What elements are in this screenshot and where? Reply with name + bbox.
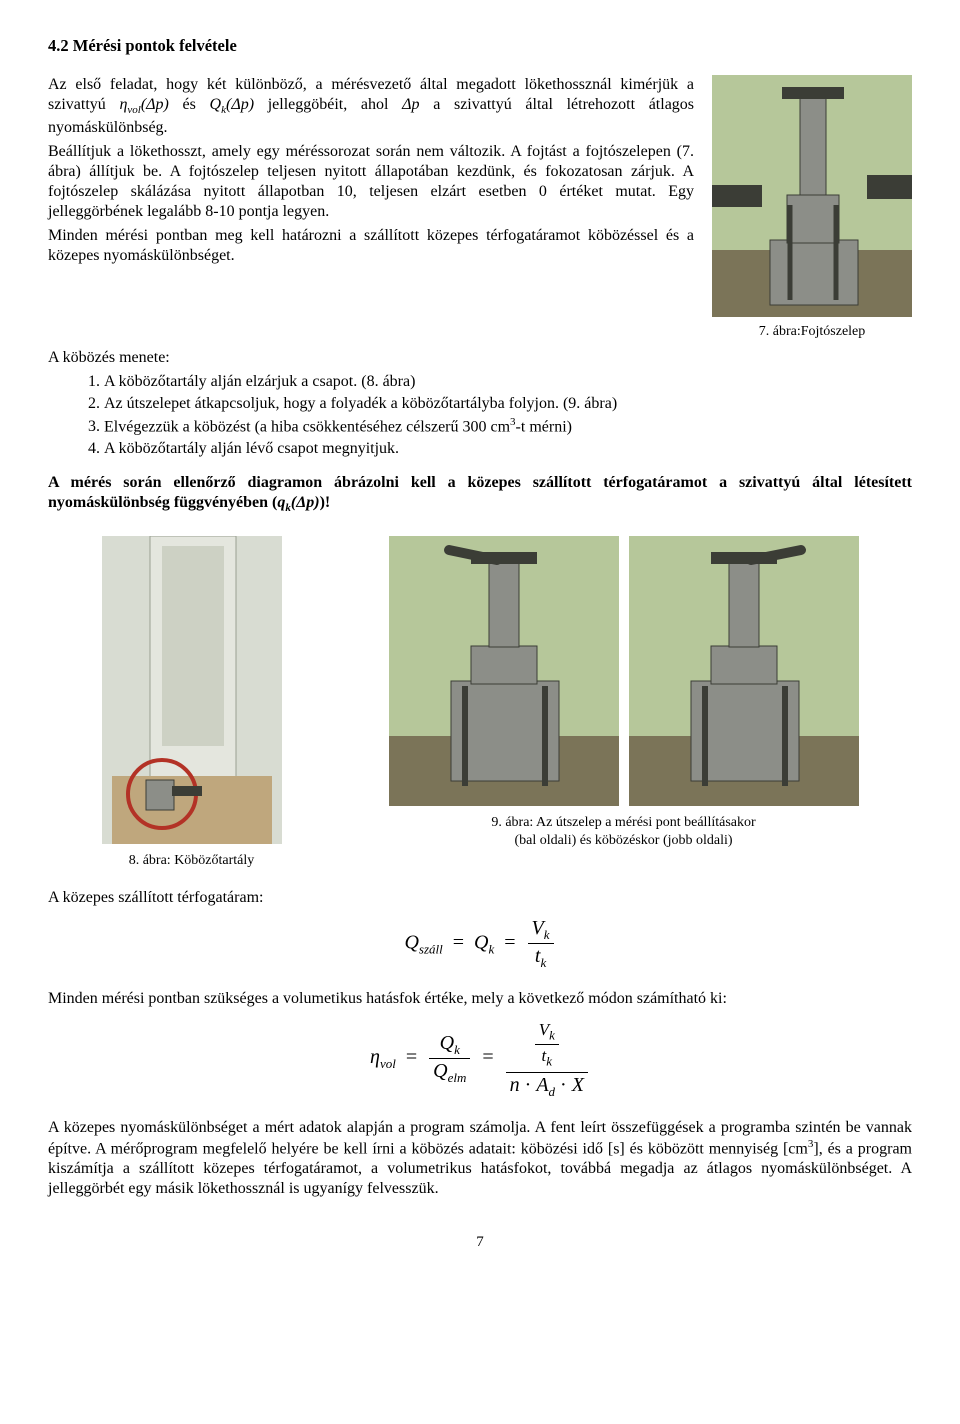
- eta-equation: ηvol = Qk Qelm = Vk tk n · Ad · X: [48, 1017, 912, 1100]
- figure-7-image: [712, 75, 912, 317]
- step-1: A köbözőtartály alján elzárjuk a csapot.…: [104, 372, 912, 392]
- valve-right-svg: [629, 536, 859, 806]
- fig9-cap-l2: (bal oldali) és köbözéskor (jobb oldali): [491, 832, 755, 850]
- q-equation: Qszáll = Qk = Vk tk: [48, 916, 912, 972]
- page-number: 7: [48, 1233, 912, 1252]
- qk-symbol: Q: [210, 96, 222, 113]
- step-4: A köbözőtartály alján lévő csapot megnyi…: [104, 439, 912, 459]
- dp-symbol: Δp: [402, 96, 419, 113]
- steps-list: A köbözőtartály alján elzárjuk a csapot.…: [48, 372, 912, 459]
- step3-pre: Elvégezzük a köbözést (a hiba csökkentés…: [104, 418, 510, 435]
- intro-p1: Az első feladat, hogy két különböző, a m…: [48, 75, 694, 138]
- figure-9b-image: [629, 536, 859, 806]
- bold-arg: (Δp): [291, 494, 320, 511]
- figure-9: 9. ábra: Az útszelep a mérési pont beáll…: [389, 536, 859, 849]
- intro-p2: Beállítjuk a lökethosszt, amely egy méré…: [48, 142, 694, 222]
- kobozes-title: A köbözés menete:: [48, 348, 912, 368]
- figure-9-pair: [389, 536, 859, 806]
- bold-tail: )!: [320, 494, 331, 511]
- intro-after: jelleggöbéit, ahol: [254, 96, 402, 113]
- intro-mid: és: [169, 96, 210, 113]
- fig9-cap-l1: 9. ábra: Az útszelep a mérési pont beáll…: [491, 815, 755, 830]
- figure-7: 7. ábra:Fojtószelep: [712, 75, 912, 341]
- intro-text: Az első feladat, hogy két különböző, a m…: [48, 75, 694, 270]
- final-para: A közepes nyomáskülönbséget a mért adato…: [48, 1118, 912, 1199]
- eta-para: Minden mérési pontban szükséges a volume…: [48, 989, 912, 1009]
- final-a: A közepes nyomáskülönbséget a mért adato…: [48, 1119, 912, 1157]
- q-line: A közepes szállított térfogatáram:: [48, 888, 912, 908]
- intro-block: Az első feladat, hogy két különböző, a m…: [48, 75, 912, 341]
- figures-row: 8. ábra: Köbözőtartály: [48, 536, 912, 870]
- tank-photo-svg: [102, 536, 282, 844]
- eta-sub: vol: [127, 104, 140, 116]
- figure-9-caption: 9. ábra: Az útszelep a mérési pont beáll…: [491, 814, 755, 849]
- qk-arg: (Δp): [226, 96, 254, 113]
- step-3: Elvégezzük a köbözést (a hiba csökkentés…: [104, 416, 912, 437]
- figure-8-image: [102, 536, 282, 844]
- eta-arg: (Δp): [141, 96, 169, 113]
- valve-left-svg: [389, 536, 619, 806]
- section-heading: 4.2 Mérési pontok felvétele: [48, 36, 912, 57]
- step-2: Az útszelepet átkapcsoljuk, hogy a folya…: [104, 394, 912, 414]
- figure-8-caption: 8. ábra: Köbözőtartály: [102, 852, 282, 870]
- bold-a: A mérés során ellenőrző diagramon ábrázo…: [48, 474, 912, 511]
- bold-instruction: A mérés során ellenőrző diagramon ábrázo…: [48, 473, 912, 516]
- figure-8: 8. ábra: Köbözőtartály: [102, 536, 282, 870]
- figure-7-caption: 7. ábra:Fojtószelep: [712, 323, 912, 341]
- intro-p3: Minden mérési pontban meg kell határozni…: [48, 226, 694, 266]
- valve-photo-svg: [712, 75, 912, 317]
- figure-9a-image: [389, 536, 619, 806]
- step3-post: -t mérni): [516, 418, 572, 435]
